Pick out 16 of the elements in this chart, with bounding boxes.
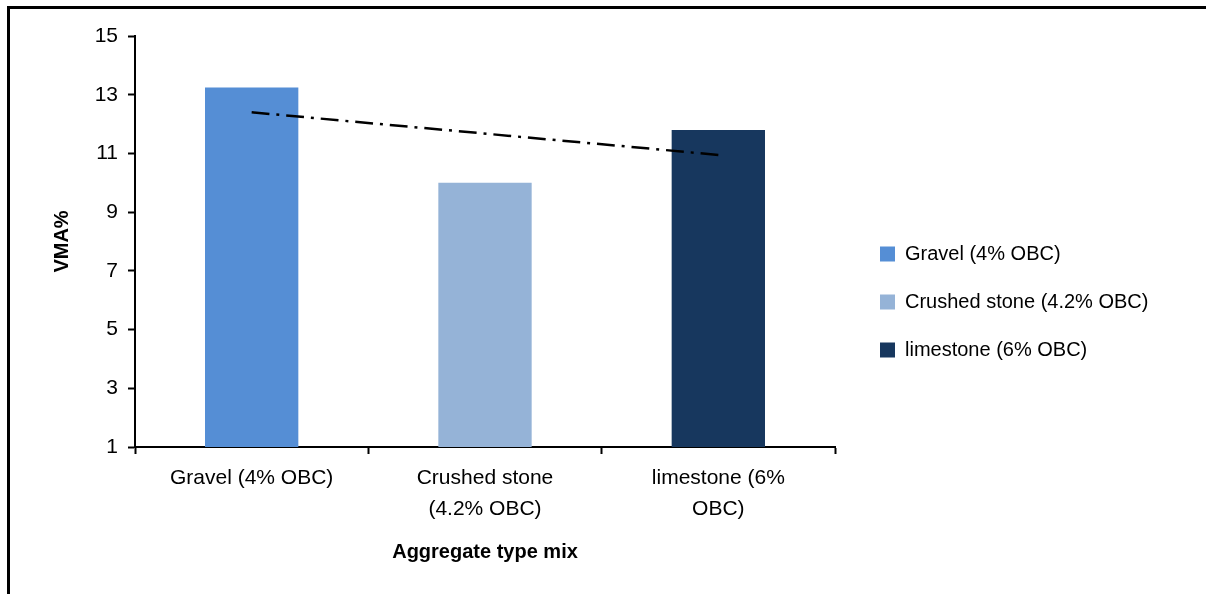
y-tick-label: 3 (106, 375, 118, 399)
legend-label: limestone (6% OBC) (905, 337, 1088, 360)
y-tick-label: 9 (106, 198, 118, 222)
legend-label: Crushed stone (4.2% OBC) (905, 289, 1149, 312)
x-axis-title: Aggregate type mix (392, 539, 578, 562)
legend-label: Gravel (4% OBC) (905, 241, 1061, 264)
y-tick-label: 11 (96, 140, 118, 164)
y-tick-label: 5 (106, 316, 118, 340)
y-tick-label: 13 (94, 81, 118, 105)
y-tick-label: 7 (106, 257, 118, 281)
x-tick-label: limestone (6% OBC) (651, 464, 785, 520)
y-tick-label: 1 (106, 433, 118, 457)
x-tick-label: Gravel (4% OBC) (169, 464, 334, 488)
y-axis-title: VMA% (49, 210, 72, 273)
x-tick-label: Crushed stone (4.2% OBC) (416, 464, 554, 520)
y-tick-label: 15 (94, 22, 118, 46)
